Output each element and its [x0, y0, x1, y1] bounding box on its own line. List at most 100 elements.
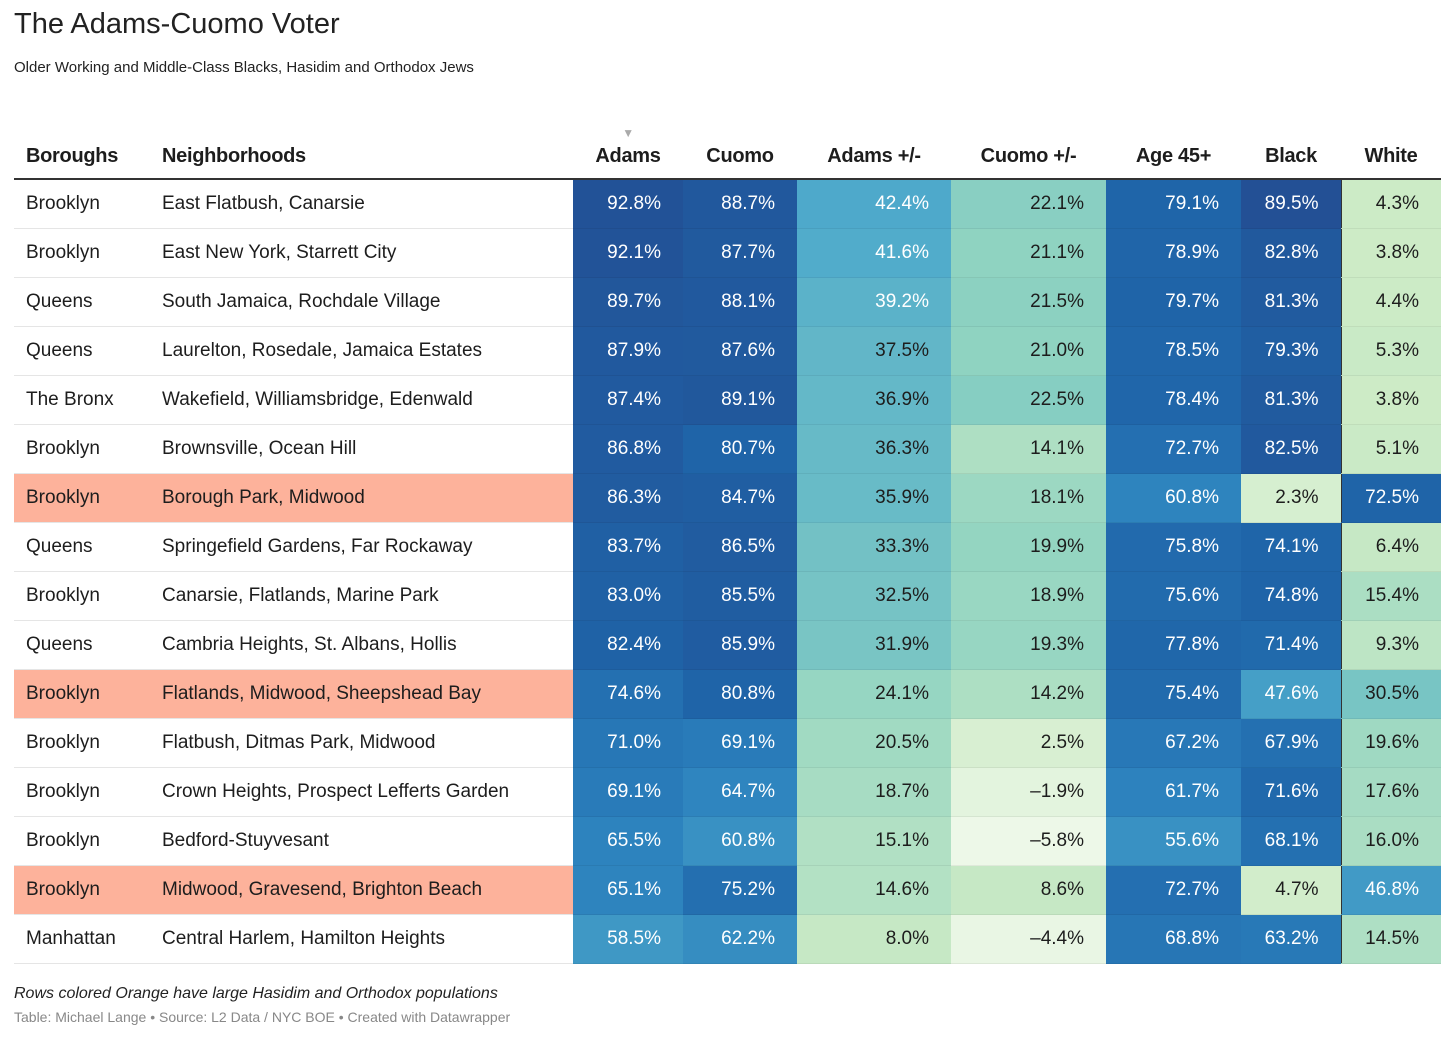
- table-row: Queens South Jamaica, Rochdale Village 89.…: [14, 277, 1441, 327]
- adams-cell: 83.0%: [573, 571, 683, 621]
- adams-cell: 86.8%: [573, 424, 683, 474]
- table-row: Brooklyn Brownsville, Ocean Hill 86.8% 80.7…: [14, 424, 1441, 474]
- white-cell: 30.5%: [1340, 669, 1441, 719]
- table-row: Brooklyn Midwood, Gravesend, Brighton Bea…: [14, 865, 1441, 915]
- borough-cell: Brooklyn: [14, 816, 150, 866]
- header-age45[interactable]: Age 45+: [1106, 122, 1241, 180]
- black-cell: 2.3%: [1241, 473, 1341, 523]
- chart-title: The Adams-Cuomo Voter: [14, 8, 340, 40]
- adams-cell: 89.7%: [573, 277, 683, 327]
- header-adams-diff[interactable]: Adams +/-: [797, 122, 951, 180]
- adams-diff-cell: 32.5%: [797, 571, 951, 621]
- age45-cell: 72.7%: [1106, 865, 1241, 915]
- borough-cell: Brooklyn: [14, 228, 150, 278]
- header-cuomo-diff[interactable]: Cuomo +/-: [951, 122, 1106, 180]
- borough-cell: Queens: [14, 522, 150, 572]
- cuomo-cell: 86.5%: [683, 522, 797, 572]
- borough-cell: Queens: [14, 277, 150, 327]
- header-adams[interactable]: ▼ Adams: [573, 122, 683, 180]
- black-cell: 47.6%: [1241, 669, 1341, 719]
- adams-cell: 92.1%: [573, 228, 683, 278]
- black-cell: 74.8%: [1241, 571, 1341, 621]
- adams-diff-cell: 14.6%: [797, 865, 951, 915]
- adams-diff-cell: 24.1%: [797, 669, 951, 719]
- adams-cell: 58.5%: [573, 914, 683, 964]
- header-cuomo[interactable]: Cuomo: [683, 122, 797, 180]
- header-neighborhoods[interactable]: Neighborhoods: [150, 122, 573, 180]
- adams-diff-cell: 39.2%: [797, 277, 951, 327]
- cuomo-diff-cell: 14.2%: [951, 669, 1106, 719]
- cuomo-cell: 62.2%: [683, 914, 797, 964]
- table-row: Queens Cambria Heights, St. Albans, Holli…: [14, 620, 1441, 670]
- neighborhood-cell: Bedford-Stuyvesant: [150, 816, 573, 866]
- age45-cell: 78.9%: [1106, 228, 1241, 278]
- cuomo-cell: 88.7%: [683, 179, 797, 229]
- neighborhood-cell: Midwood, Gravesend, Brighton Beach: [150, 865, 573, 915]
- table-row: The Bronx Wakefield, Williamsbridge, Eden…: [14, 375, 1441, 425]
- black-cell: 67.9%: [1241, 718, 1341, 768]
- cuomo-cell: 89.1%: [683, 375, 797, 425]
- borough-cell: Queens: [14, 326, 150, 376]
- adams-cell: 83.7%: [573, 522, 683, 572]
- adams-cell: 92.8%: [573, 179, 683, 229]
- age45-cell: 55.6%: [1106, 816, 1241, 866]
- borough-cell: Brooklyn: [14, 571, 150, 621]
- header-black[interactable]: Black: [1241, 122, 1341, 180]
- borough-cell: Manhattan: [14, 914, 150, 964]
- cuomo-cell: 69.1%: [683, 718, 797, 768]
- borough-cell: Brooklyn: [14, 424, 150, 474]
- age45-cell: 75.4%: [1106, 669, 1241, 719]
- white-cell: 16.0%: [1340, 816, 1441, 866]
- age45-cell: 75.6%: [1106, 571, 1241, 621]
- age45-cell: 78.5%: [1106, 326, 1241, 376]
- borough-cell: Brooklyn: [14, 767, 150, 817]
- borough-cell: Queens: [14, 620, 150, 670]
- table-row: Manhattan Central Harlem, Hamilton Height…: [14, 914, 1441, 964]
- table-row: Brooklyn Bedford-Stuyvesant 65.5% 60.8% 15.1…: [14, 816, 1441, 866]
- age45-cell: 61.7%: [1106, 767, 1241, 817]
- adams-cell: 74.6%: [573, 669, 683, 719]
- black-cell: 71.6%: [1241, 767, 1341, 817]
- table-byline: Table: Michael Lange • Source: L2 Data /…: [14, 1009, 511, 1025]
- white-cell: 46.8%: [1340, 865, 1441, 915]
- table-notes: Rows colored Orange have large Hasidim a…: [14, 985, 498, 1002]
- neighborhood-cell: Central Harlem, Hamilton Heights: [150, 914, 573, 964]
- header-boroughs[interactable]: Boroughs: [14, 122, 150, 180]
- table-row: Brooklyn Crown Heights, Prospect Lefferts…: [14, 767, 1441, 817]
- cuomo-diff-cell: –4.4%: [951, 914, 1106, 964]
- cuomo-diff-cell: 2.5%: [951, 718, 1106, 768]
- cuomo-diff-cell: 21.5%: [951, 277, 1106, 327]
- cuomo-cell: 64.7%: [683, 767, 797, 817]
- header-white[interactable]: White: [1341, 122, 1441, 180]
- adams-diff-cell: 18.7%: [797, 767, 951, 817]
- table-row: Brooklyn Borough Park, Midwood 86.3% 84.7% 3…: [14, 473, 1441, 523]
- cuomo-diff-cell: 18.1%: [951, 473, 1106, 523]
- cuomo-diff-cell: 14.1%: [951, 424, 1106, 474]
- white-cell: 4.3%: [1340, 179, 1441, 229]
- neighborhood-cell: Cambria Heights, St. Albans, Hollis: [150, 620, 573, 670]
- white-cell: 3.8%: [1340, 228, 1441, 278]
- adams-cell: 71.0%: [573, 718, 683, 768]
- adams-diff-cell: 42.4%: [797, 179, 951, 229]
- age45-cell: 78.4%: [1106, 375, 1241, 425]
- neighborhood-cell: East New York, Starrett City: [150, 228, 573, 278]
- cuomo-diff-cell: 18.9%: [951, 571, 1106, 621]
- adams-diff-cell: 37.5%: [797, 326, 951, 376]
- neighborhood-cell: South Jamaica, Rochdale Village: [150, 277, 573, 327]
- cuomo-diff-cell: 19.3%: [951, 620, 1106, 670]
- borough-cell: Brooklyn: [14, 179, 150, 229]
- black-cell: 63.2%: [1241, 914, 1341, 964]
- table-row: Queens Laurelton, Rosedale, Jamaica Estat…: [14, 326, 1441, 376]
- cuomo-cell: 85.9%: [683, 620, 797, 670]
- white-cell: 19.6%: [1340, 718, 1441, 768]
- cuomo-cell: 84.7%: [683, 473, 797, 523]
- sort-descending-icon: ▼: [622, 126, 634, 140]
- white-cell: 6.4%: [1340, 522, 1441, 572]
- neighborhood-cell: Brownsville, Ocean Hill: [150, 424, 573, 474]
- adams-diff-cell: 36.3%: [797, 424, 951, 474]
- borough-cell: Brooklyn: [14, 473, 150, 523]
- white-cell: 17.6%: [1340, 767, 1441, 817]
- borough-cell: Brooklyn: [14, 669, 150, 719]
- neighborhood-cell: Wakefield, Williamsbridge, Edenwald: [150, 375, 573, 425]
- adams-diff-cell: 41.6%: [797, 228, 951, 278]
